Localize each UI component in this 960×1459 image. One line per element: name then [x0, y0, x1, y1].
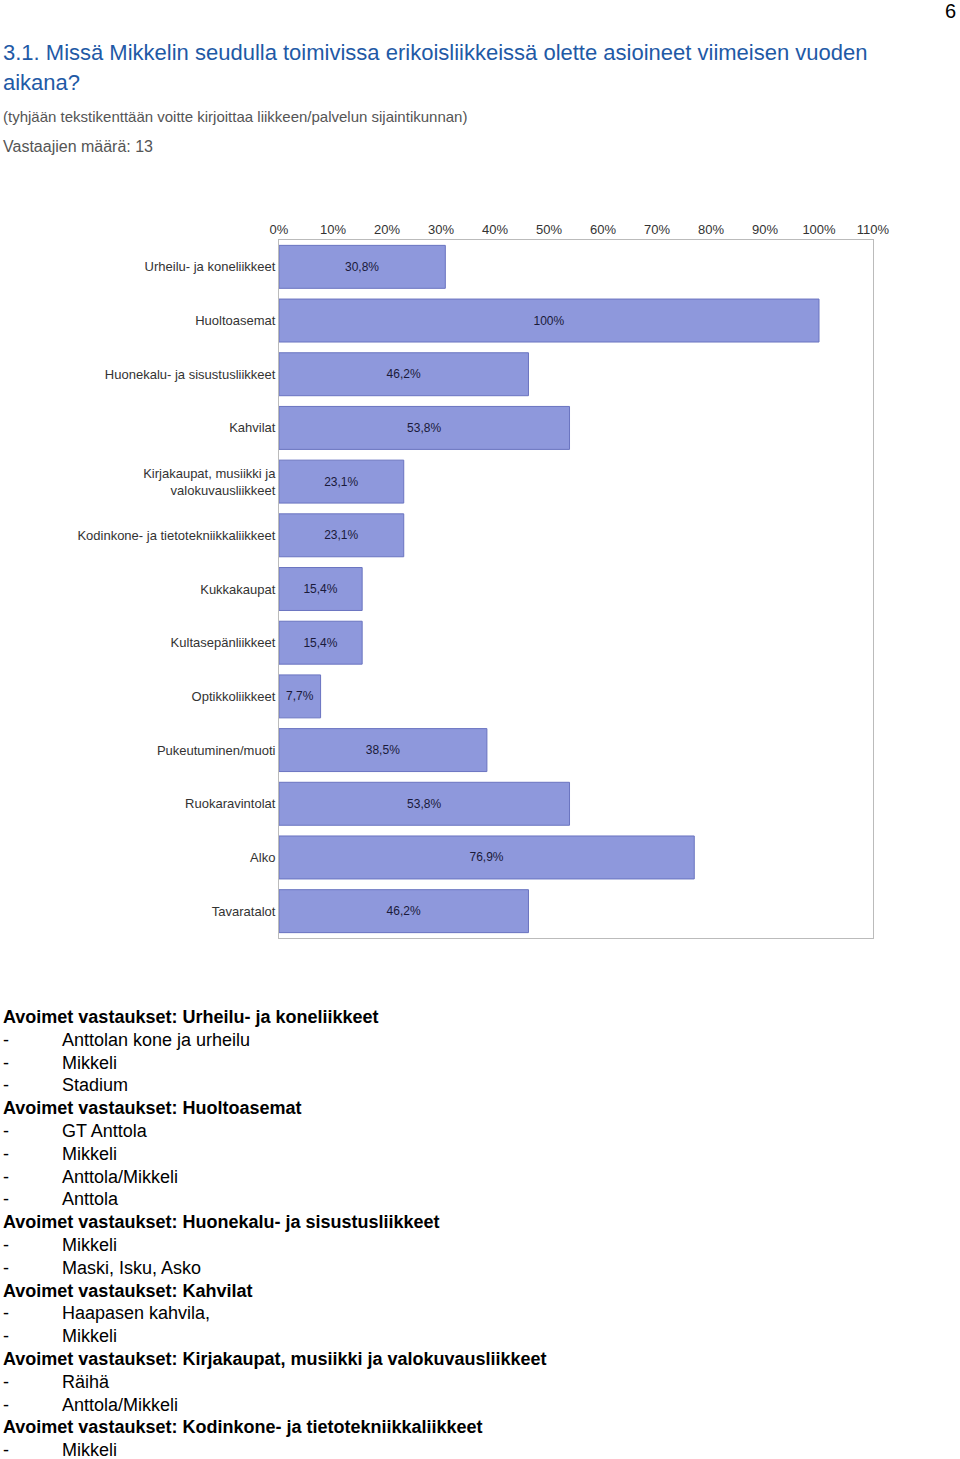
svg-text:46,2%: 46,2% [387, 904, 421, 918]
html-text:Avoimet vastaukset: Urheilu- j: Avoimet vastaukset: Urheilu- ja koneliik… [3, 1007, 379, 1027]
svg-text:15,4%: 15,4% [303, 636, 337, 650]
html-text:Avoimet vastaukset: Kahvilat: Avoimet vastaukset: Kahvilat [3, 1280, 253, 1301]
svg-text:38,5%: 38,5% [366, 743, 400, 757]
svg-text:53,8%: 53,8% [407, 421, 441, 435]
svg-text:30%: 30% [428, 222, 454, 237]
svg-text:Pukeutuminen/muoti: Pukeutuminen/muoti [157, 743, 276, 758]
html-text:(tyhjään tekstikenttään voitte: (tyhjään tekstikenttään voitte kirjoitta… [3, 108, 468, 125]
svg-text:90%: 90% [752, 222, 778, 237]
svg-text:Urheilu- ja koneliikkeet: Urheilu- ja koneliikkeet [145, 259, 276, 274]
svg-text:20%: 20% [374, 222, 400, 237]
svg-text:70%: 70% [644, 222, 670, 237]
html-text:Avoimet vastaukset: Kodinkone-: Avoimet vastaukset: Kodinkone- ja tietot… [3, 1417, 483, 1438]
html-text:Haapasen kahvila,: Haapasen kahvila, [62, 1303, 211, 1324]
svg-text:100%: 100% [533, 314, 564, 328]
html-text:Avoimet vastaukset: Huonekalu-: Avoimet vastaukset: Huonekalu- ja sisust… [3, 1212, 440, 1233]
svg-text:46,2%: 46,2% [387, 367, 421, 381]
svg-text:30,8%: 30,8% [345, 260, 379, 274]
html-text:GT Anttola: GT Anttola [62, 1121, 147, 1141]
svg-text:50%: 50% [536, 222, 562, 237]
svg-text:110%: 110% [857, 222, 890, 237]
html-text:Avoimet vastaukset: Huoltoasem: Avoimet vastaukset: Huoltoasemat [3, 1098, 302, 1119]
svg-text:Huoltoasemat: Huoltoasemat [195, 313, 276, 328]
svg-text:Kukkakaupat: Kukkakaupat [200, 582, 276, 597]
html-text:Maski, Isku, Asko: Maski, Isku, Asko [62, 1257, 201, 1278]
html-text:Mikkeli: Mikkeli [62, 1052, 117, 1073]
svg-text:60%: 60% [590, 222, 616, 237]
svg-text:76,9%: 76,9% [469, 850, 503, 864]
html-text:Anttolan kone ja urheilu: Anttolan kone ja urheilu [62, 1029, 251, 1050]
svg-text:0%: 0% [270, 222, 289, 237]
html-text:Anttola: Anttola [62, 1189, 118, 1210]
svg-text:53,8%: 53,8% [407, 797, 441, 811]
svg-text:Kodinkone- ja tietotekniikkali: Kodinkone- ja tietotekniikkaliikkeet [77, 528, 275, 543]
svg-text:Optikkoliikkeet: Optikkoliikkeet [192, 689, 276, 704]
html-text:3.1. Missä Mikkelin seudulla t: 3.1. Missä Mikkelin seudulla toimivissa … [3, 40, 868, 95]
svg-text:Tavaratalot: Tavaratalot [212, 904, 276, 919]
html-text:Mikkeli: Mikkeli [62, 1143, 117, 1164]
svg-text:23,1%: 23,1% [324, 475, 358, 489]
svg-text:40%: 40% [482, 222, 508, 237]
svg-text:7,7%: 7,7% [286, 689, 314, 703]
svg-text:80%: 80% [698, 222, 724, 237]
html-text:Stadium: Stadium [62, 1075, 128, 1096]
html-text:Anttola/Mikkeli: Anttola/Mikkeli [62, 1394, 178, 1415]
svg-text:Kirjakaupat, musiikki javaloku: Kirjakaupat, musiikki javalokuvausliikke… [143, 466, 276, 498]
svg-text:Kultasepänliikkeet: Kultasepänliikkeet [171, 635, 276, 650]
html-text:Mikkeli: Mikkeli [62, 1326, 117, 1347]
html-text:Räihä: Räihä [62, 1371, 109, 1392]
svg-text:Kahvilat: Kahvilat [229, 420, 276, 435]
svg-text:10%: 10% [320, 222, 346, 237]
svg-text:100%: 100% [802, 222, 836, 237]
html-text:Mikkeli: Mikkeli [62, 1235, 117, 1255]
svg-text:Huonekalu- ja sisustusliikkeet: Huonekalu- ja sisustusliikkeet [105, 367, 276, 382]
svg-text:15,4%: 15,4% [303, 582, 337, 596]
html-text:6: 6 [944, 0, 956, 22]
html-text:Avoimet vastaukset: Kirjakaupa: Avoimet vastaukset: Kirjakaupat, musiikk… [3, 1349, 547, 1369]
svg-text:Alko: Alko [250, 850, 275, 865]
html-text:Anttola/Mikkeli: Anttola/Mikkeli [62, 1166, 178, 1187]
svg-text:Ruokaravintolat: Ruokaravintolat [185, 796, 276, 811]
html-text:Vastaajien määrä: 13: Vastaajien määrä: 13 [3, 138, 153, 155]
svg-text:23,1%: 23,1% [324, 528, 358, 542]
